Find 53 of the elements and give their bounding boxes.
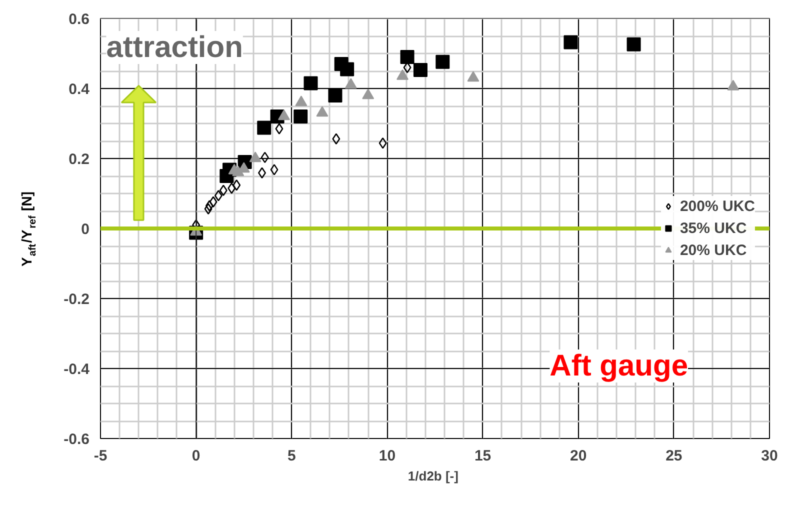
y-tick-label: 0.2 <box>68 151 90 168</box>
point <box>396 69 409 80</box>
point <box>209 196 218 208</box>
legend-label: 200% UKC <box>680 198 755 214</box>
x-tick-label: 20 <box>570 448 587 464</box>
point <box>232 179 241 191</box>
point <box>362 88 374 100</box>
point <box>400 50 414 64</box>
point <box>344 78 357 89</box>
point <box>316 106 328 117</box>
point <box>304 76 318 90</box>
point <box>436 54 450 69</box>
x-tick-label: 30 <box>761 448 778 464</box>
point <box>205 200 214 212</box>
point <box>328 88 342 102</box>
point <box>278 110 290 120</box>
x-tick-label: 10 <box>378 448 396 464</box>
y-tick-label: -0.6 <box>64 431 90 448</box>
point <box>626 37 641 52</box>
x-tick-label: 25 <box>666 448 682 464</box>
point <box>260 152 269 164</box>
x-axis-title: 1/d2b [-] <box>408 468 458 484</box>
legend-label: 35% UKC <box>680 220 747 236</box>
point <box>214 190 222 202</box>
y-tick-label: -0.4 <box>64 361 90 378</box>
y-tick-label: -0.2 <box>64 291 90 308</box>
point <box>413 62 428 77</box>
point <box>219 184 228 196</box>
x-tick-label: 15 <box>474 448 492 464</box>
x-tick-label: 5 <box>287 448 296 464</box>
point <box>564 35 578 50</box>
x-tick-label: -5 <box>94 448 108 464</box>
annotation: attraction <box>106 31 243 64</box>
y-tick-label: 0 <box>81 221 90 238</box>
point <box>295 96 308 106</box>
point <box>275 123 284 134</box>
y-tick-label: 0.4 <box>68 81 90 98</box>
legend-label: 20% UKC <box>680 242 747 258</box>
point <box>294 110 308 124</box>
point <box>467 71 480 82</box>
point <box>249 152 262 162</box>
point <box>270 164 278 176</box>
point <box>257 120 272 135</box>
point <box>727 80 740 90</box>
point <box>378 137 387 149</box>
point <box>204 203 212 215</box>
annotation: Aft gauge <box>550 350 688 382</box>
point <box>228 182 236 194</box>
x-tick-label: 0 <box>192 448 200 464</box>
point <box>340 62 354 76</box>
y-tick-label: 0.6 <box>68 11 90 28</box>
y-axis-title: Yaft/Yref [N] <box>18 192 38 266</box>
point <box>332 133 340 145</box>
